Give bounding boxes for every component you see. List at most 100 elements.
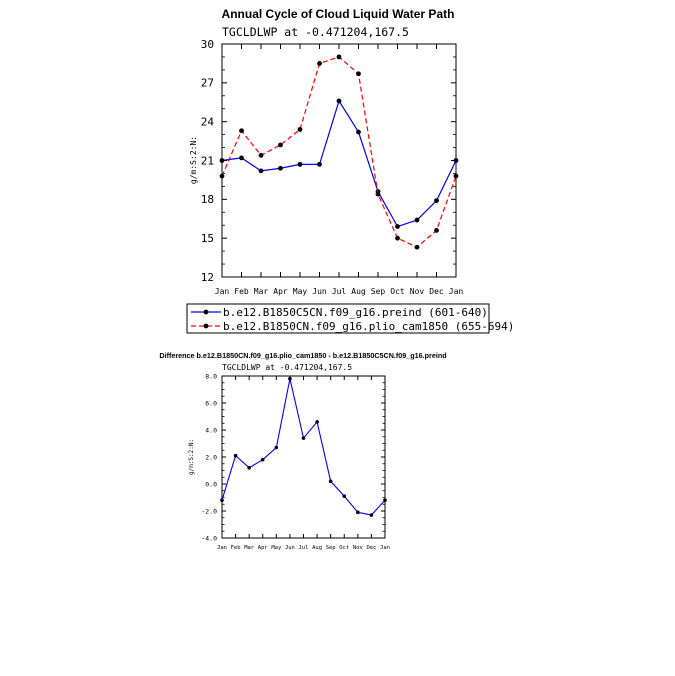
chart1-subtitle: TGCLDLWP at -0.471204,167.5 <box>222 25 409 39</box>
series-line-1 <box>221 378 386 516</box>
data-point <box>219 173 225 179</box>
x-tick-label: Jun <box>312 287 327 296</box>
legend-marker-preind <box>203 309 209 315</box>
chart2-subtitle: TGCLDLWP at -0.471204,167.5 <box>222 363 352 372</box>
data-point <box>278 165 283 171</box>
data-point <box>297 161 303 167</box>
y-tick-label: 18 <box>201 193 214 206</box>
data-point <box>375 191 381 197</box>
x-tick-label: Jan <box>449 287 464 296</box>
data-point <box>356 71 361 77</box>
annual-cycle-chart: Annual Cycle of Cloud Liquid Water Path … <box>189 7 463 296</box>
data-point <box>383 498 387 503</box>
x-tick-label: Jul <box>332 287 347 296</box>
data-point <box>260 457 265 462</box>
data-point <box>453 158 459 163</box>
y-tick-label: 24 <box>201 116 215 129</box>
data-point <box>233 453 238 458</box>
data-point <box>317 161 322 167</box>
y-tick-label: 8.0 <box>205 372 217 380</box>
x-tick-label: Mar <box>244 545 255 551</box>
data-point <box>315 420 319 424</box>
y-tick-label: 15 <box>201 232 214 245</box>
chart2-title: Difference b.e12.B1850CN.f09_g16.plio_ca… <box>159 351 446 360</box>
y-tick-label: 21 <box>201 154 214 167</box>
data-point <box>220 498 224 503</box>
x-tick-label: Jan <box>215 287 230 296</box>
series-line-1 <box>221 99 457 228</box>
data-point <box>414 244 420 250</box>
x-tick-label: Nov <box>353 545 364 551</box>
x-tick-label: Sep <box>371 287 386 296</box>
data-point <box>258 152 264 158</box>
data-point <box>239 128 244 134</box>
data-point <box>453 173 459 179</box>
y-tick-label: 4.0 <box>205 426 217 434</box>
chart1-legend: b.e12.B1850C5CN.f09_g16.preind (601-640)… <box>186 303 514 334</box>
chart1-plot-area: 12 15 18 21 24 27 30 Jan Feb Mar Apr May Jun Jul Aug Se… <box>201 38 464 296</box>
data-point <box>395 235 400 241</box>
data-point <box>336 98 342 104</box>
data-point <box>247 466 251 470</box>
x-tick-label: May <box>271 545 282 551</box>
data-point <box>336 54 342 60</box>
data-point <box>414 217 420 223</box>
x-tick-label: Aug <box>312 545 322 551</box>
y-tick-label: 27 <box>201 77 214 90</box>
x-tick-label: Mar <box>254 287 269 296</box>
legend-label-plio: b.e12.B1850CN.f09_g16.plio_cam1850 (655-… <box>223 320 514 333</box>
data-point <box>219 158 225 163</box>
x-tick-label: Jun <box>285 545 295 551</box>
data-point <box>369 513 374 517</box>
series-line-2 <box>221 56 457 248</box>
x-tick-label: Dec <box>429 287 444 296</box>
data-point <box>434 198 439 204</box>
chart1-frame <box>221 43 457 278</box>
data-point <box>239 155 244 161</box>
legend-label-preind: b.e12.B1850C5CN.f09_g16.preind (601-640) <box>223 306 488 319</box>
data-point <box>342 494 347 498</box>
data-point <box>274 445 279 450</box>
data-point <box>356 129 361 135</box>
chart2-frame <box>221 375 386 539</box>
x-tick-label: Oct <box>390 287 405 296</box>
x-tick-label: Feb <box>231 545 241 551</box>
y-tick-label: 0.0 <box>205 480 217 488</box>
y-tick-label: 30 <box>201 38 214 51</box>
x-tick-label: Sep <box>326 545 336 551</box>
x-tick-label: Aug <box>351 287 366 296</box>
y-tick-label: 12 <box>201 271 214 284</box>
y-tick-label: -2.0 <box>201 507 217 515</box>
x-tick-label: Feb <box>234 287 249 296</box>
x-tick-label: May <box>293 287 308 296</box>
x-tick-label: Jan <box>217 545 227 551</box>
data-point <box>288 376 292 381</box>
legend-marker-plio <box>203 323 209 329</box>
difference-chart: Difference b.e12.B1850CN.f09_g16.plio_ca… <box>159 351 446 551</box>
data-point <box>278 142 283 148</box>
x-tick-label: Oct <box>339 545 349 551</box>
y-tick-label: 2.0 <box>205 453 217 461</box>
chart1-y-axis-label: g/m:S:2:N: <box>189 136 198 184</box>
x-tick-label: Apr <box>273 287 288 296</box>
chart1-title: Annual Cycle of Cloud Liquid Water Path <box>222 7 455 21</box>
data-point <box>317 61 322 66</box>
x-tick-label: Jul <box>299 545 309 551</box>
data-point <box>434 228 439 233</box>
legend-frame <box>186 303 490 334</box>
data-point <box>395 224 400 229</box>
x-tick-label: Jan <box>380 545 390 551</box>
chart2-y-axis-label: g/m:S:2:N: <box>188 439 195 475</box>
data-point <box>301 436 306 440</box>
x-tick-label: Nov <box>410 287 425 296</box>
y-tick-label: -4.0 <box>201 534 217 542</box>
x-tick-label: Apr <box>258 545 269 551</box>
y-tick-label: 6.0 <box>205 399 217 407</box>
x-tick-label: Dec <box>366 545 376 551</box>
data-point <box>328 479 333 484</box>
data-point <box>297 127 303 132</box>
data-point <box>258 168 264 174</box>
data-point <box>356 510 360 515</box>
